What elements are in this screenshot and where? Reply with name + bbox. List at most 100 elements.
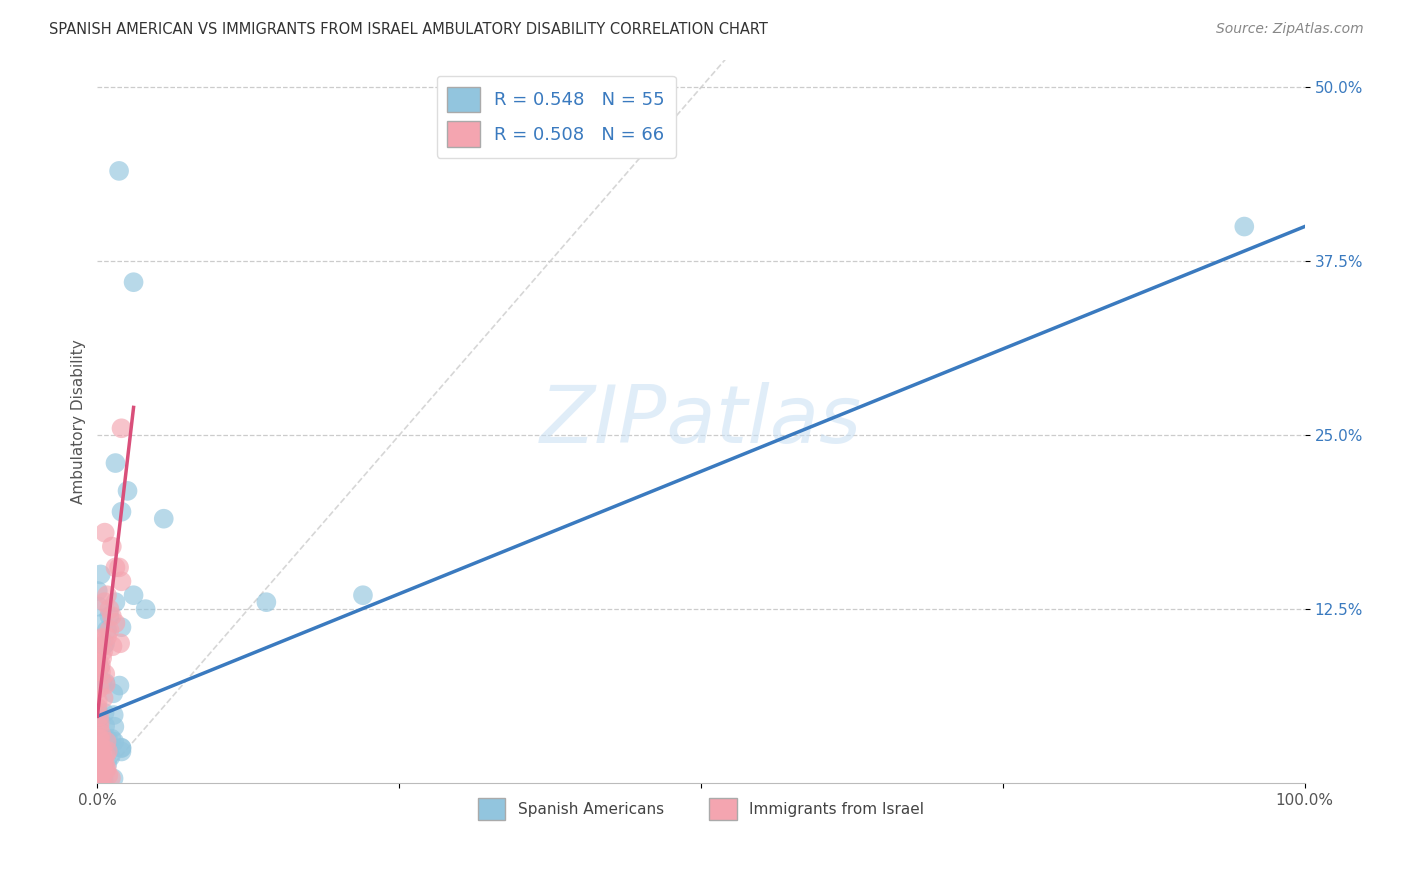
- Point: [94, 756, 117, 771]
- Point: [103, 708, 125, 723]
- Point: [97, 768, 120, 782]
- Point: [100, 771, 122, 785]
- Point: [87, 670, 110, 684]
- Point: [108, 679, 131, 693]
- Text: Source: ZipAtlas.com: Source: ZipAtlas.com: [1216, 22, 1364, 37]
- Point: [91, 773, 114, 788]
- Point: [89, 775, 111, 789]
- Point: [87, 769, 110, 783]
- Point: [352, 588, 374, 602]
- Point: [87, 655, 110, 669]
- Point: [87, 599, 110, 614]
- Point: [89, 775, 111, 789]
- Point: [87, 584, 110, 599]
- Point: [91, 756, 114, 770]
- Point: [110, 505, 132, 519]
- Point: [101, 609, 124, 624]
- Point: [104, 615, 127, 630]
- Point: [89, 764, 111, 778]
- Point: [89, 747, 111, 761]
- Point: [110, 744, 132, 758]
- Legend: Spanish Americans, Immigrants from Israel: Spanish Americans, Immigrants from Israe…: [471, 792, 931, 826]
- Point: [94, 677, 117, 691]
- Point: [90, 757, 112, 772]
- Point: [108, 560, 131, 574]
- Point: [87, 659, 110, 673]
- Point: [117, 483, 139, 498]
- Point: [90, 640, 112, 655]
- Point: [93, 754, 115, 768]
- Point: [89, 731, 111, 746]
- Point: [91, 749, 114, 764]
- Point: [96, 623, 118, 637]
- Point: [110, 574, 132, 589]
- Point: [96, 588, 118, 602]
- Point: [93, 644, 115, 658]
- Point: [122, 588, 145, 602]
- Point: [89, 765, 111, 780]
- Point: [89, 761, 111, 775]
- Point: [108, 636, 131, 650]
- Point: [89, 720, 111, 734]
- Point: [108, 164, 131, 178]
- Point: [87, 772, 110, 787]
- Point: [93, 706, 115, 720]
- Point: [87, 740, 110, 755]
- Point: [89, 681, 111, 696]
- Point: [91, 762, 114, 776]
- Point: [90, 657, 112, 672]
- Point: [152, 512, 174, 526]
- Point: [101, 639, 124, 653]
- Point: [103, 686, 125, 700]
- Point: [86, 710, 108, 724]
- Point: [86, 738, 108, 752]
- Point: [87, 632, 110, 647]
- Point: [90, 760, 112, 774]
- Point: [94, 764, 117, 778]
- Point: [93, 525, 115, 540]
- Point: [101, 540, 124, 554]
- Point: [90, 631, 112, 645]
- Point: [87, 766, 110, 780]
- Point: [87, 693, 110, 707]
- Point: [1233, 219, 1256, 234]
- Point: [89, 760, 111, 774]
- Point: [90, 739, 112, 754]
- Point: [87, 751, 110, 765]
- Point: [91, 741, 114, 756]
- Point: [89, 770, 111, 784]
- Point: [98, 623, 121, 637]
- Point: [94, 719, 117, 733]
- Text: SPANISH AMERICAN VS IMMIGRANTS FROM ISRAEL AMBULATORY DISABILITY CORRELATION CHA: SPANISH AMERICAN VS IMMIGRANTS FROM ISRA…: [49, 22, 768, 37]
- Point: [94, 748, 117, 763]
- Point: [86, 701, 108, 715]
- Point: [90, 665, 112, 679]
- Point: [96, 762, 118, 776]
- Point: [100, 731, 122, 746]
- Point: [122, 275, 145, 289]
- Point: [87, 766, 110, 780]
- Point: [89, 709, 111, 723]
- Point: [110, 741, 132, 756]
- Point: [87, 662, 110, 676]
- Point: [96, 756, 118, 771]
- Point: [87, 773, 110, 788]
- Point: [97, 732, 120, 747]
- Point: [93, 755, 115, 769]
- Point: [93, 690, 115, 705]
- Point: [100, 749, 122, 764]
- Point: [104, 595, 127, 609]
- Point: [254, 595, 277, 609]
- Point: [97, 744, 120, 758]
- Point: [87, 756, 110, 771]
- Point: [94, 637, 117, 651]
- Point: [110, 620, 132, 634]
- Point: [104, 560, 127, 574]
- Point: [103, 720, 125, 734]
- Point: [93, 615, 115, 630]
- Point: [93, 595, 115, 609]
- Point: [90, 567, 112, 582]
- Point: [89, 773, 111, 788]
- Point: [86, 719, 108, 733]
- Point: [86, 747, 108, 761]
